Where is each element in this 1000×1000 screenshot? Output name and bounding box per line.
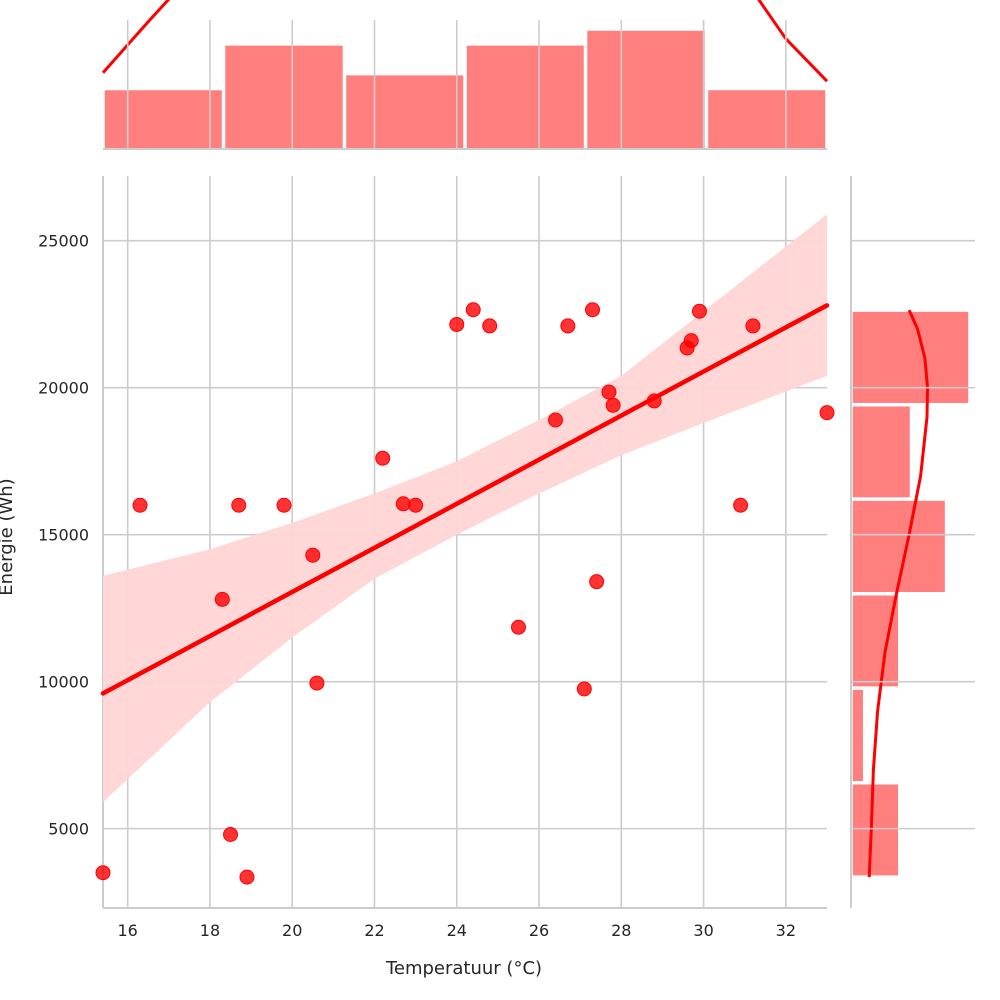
y-hist-bar-4 <box>851 404 912 499</box>
y-axis-label: Energie (Wh) <box>0 478 17 595</box>
data-point-12 <box>449 316 465 332</box>
data-point-7 <box>305 547 321 563</box>
marginal-y-histogram <box>851 309 970 878</box>
x-hist-bar-1 <box>223 44 345 150</box>
data-point-22 <box>605 397 621 413</box>
data-point-14 <box>482 318 498 334</box>
x-kde-curve <box>101 0 829 83</box>
data-point-29 <box>819 405 835 421</box>
x-axis-label: Temperatuur (°C) <box>385 958 542 979</box>
data-point-6 <box>276 497 292 513</box>
data-point-0 <box>95 865 111 881</box>
regression-line <box>100 303 830 696</box>
x-tick-label-24: 24 <box>447 921 467 940</box>
data-point-9 <box>375 450 391 466</box>
data-point-16 <box>548 412 563 428</box>
y-hist-bar-1 <box>851 688 865 783</box>
data-point-17 <box>560 318 576 334</box>
data-point-21 <box>601 384 617 400</box>
data-point-13 <box>465 302 481 318</box>
y-hist-bar-0 <box>851 783 900 877</box>
x-hist-bar-5 <box>706 88 827 150</box>
x-tick-label-30: 30 <box>693 921 713 940</box>
y-hist-bar-5 <box>851 310 970 405</box>
data-point-15 <box>510 619 526 635</box>
data-point-1 <box>132 497 148 513</box>
data-point-27 <box>733 497 749 513</box>
y-tick-label-25000: 25000 <box>38 232 89 251</box>
tick-labels: 16 18 20 22 24 26 28 30 32 5000 10000 15000 20000 250… <box>38 232 796 940</box>
x-tick-label-32: 32 <box>776 921 796 940</box>
y-tick-label-20000: 20000 <box>38 379 89 398</box>
x-tick-label-28: 28 <box>611 921 631 940</box>
x-hist-bar-4 <box>585 29 707 150</box>
data-point-2 <box>214 591 230 607</box>
data-point-26 <box>691 303 707 319</box>
data-point-3 <box>223 827 239 843</box>
x-hist-bar-3 <box>465 44 586 150</box>
confidence-band <box>103 214 827 803</box>
data-point-10 <box>395 496 411 512</box>
data-point-5 <box>239 869 255 885</box>
y-tick-label-5000: 5000 <box>48 820 89 839</box>
y-tick-label-15000: 15000 <box>38 526 89 545</box>
data-point-25 <box>683 333 699 349</box>
data-point-11 <box>408 497 424 513</box>
x-hist-bar-0 <box>103 88 224 150</box>
scatter-points <box>95 302 835 885</box>
data-point-8 <box>309 675 325 691</box>
x-hist-bar-2 <box>344 73 465 150</box>
data-point-19 <box>585 302 601 318</box>
data-point-23 <box>646 393 662 409</box>
x-tick-label-18: 18 <box>200 921 220 940</box>
regression-layer <box>100 303 830 696</box>
y-tick-label-10000: 10000 <box>38 673 89 692</box>
x-tick-label-22: 22 <box>364 921 384 940</box>
x-tick-label-16: 16 <box>118 921 138 940</box>
x-tick-label-26: 26 <box>529 921 549 940</box>
x-tick-label-20: 20 <box>282 921 302 940</box>
data-point-4 <box>231 497 247 513</box>
data-point-28 <box>745 318 761 334</box>
y-hist-bar-2 <box>851 593 900 688</box>
marginal-x-histogram <box>101 0 829 150</box>
confidence-band-layer <box>103 214 827 803</box>
data-point-18 <box>576 681 592 697</box>
data-point-20 <box>589 574 605 590</box>
